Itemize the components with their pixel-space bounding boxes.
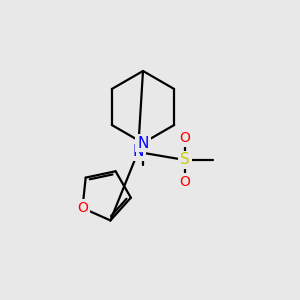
Text: N: N xyxy=(132,145,144,160)
Text: N: N xyxy=(137,136,149,151)
Text: S: S xyxy=(180,152,190,167)
Text: O: O xyxy=(180,131,190,145)
Text: O: O xyxy=(180,175,190,189)
Text: O: O xyxy=(77,201,88,215)
